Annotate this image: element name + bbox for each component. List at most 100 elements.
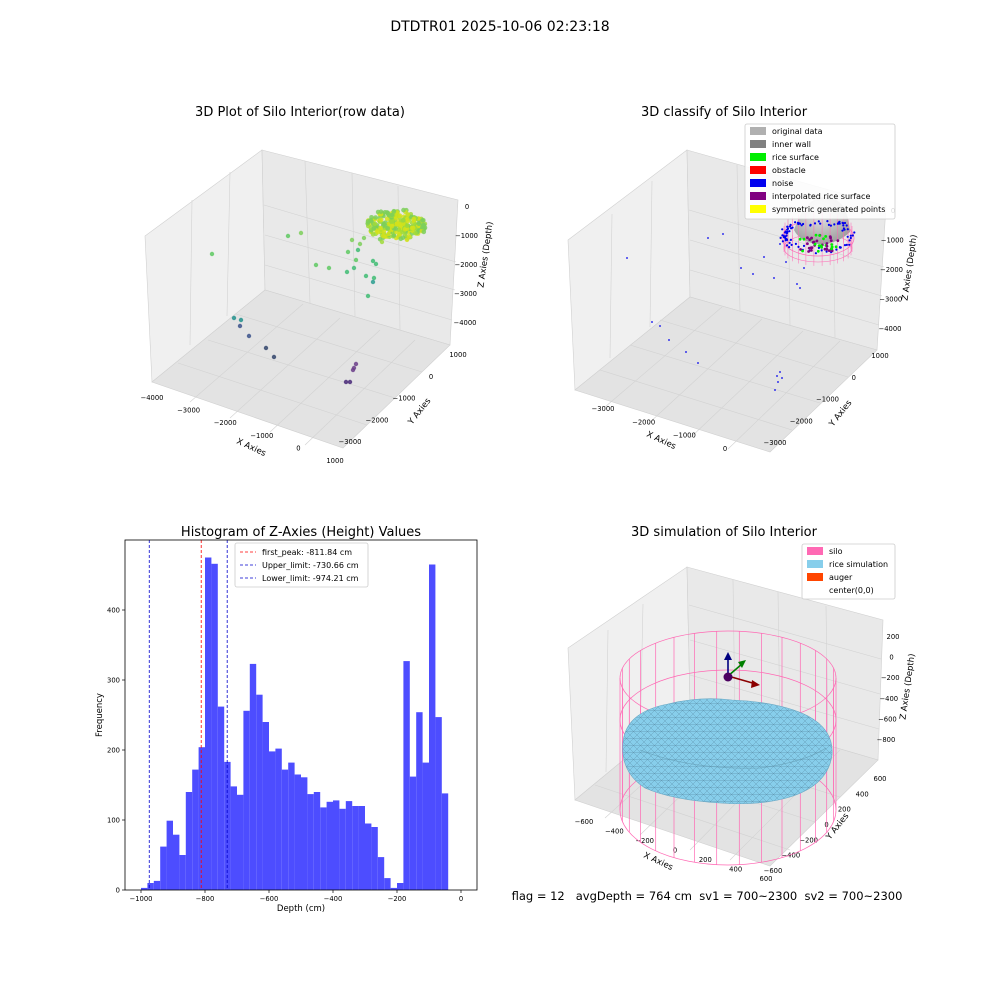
sim-y-tick: 400 — [856, 790, 869, 798]
cls-noise-point — [848, 243, 851, 246]
hist-bar — [352, 806, 359, 890]
cls-surface-point — [810, 246, 814, 250]
cls-noise-point — [827, 223, 831, 226]
raw-point — [349, 237, 355, 243]
cls-y-tick: 1000 — [871, 352, 888, 360]
raw-point — [237, 323, 243, 329]
raw-point — [405, 212, 411, 217]
hist-title: Histogram of Z-Axies (Height) Values — [181, 525, 421, 540]
hist-y-label: Frequency — [95, 693, 105, 737]
cls-noise-point — [845, 243, 848, 246]
hist-legend-label: Lower_limit: -974.21 cm — [262, 574, 359, 583]
raw-z-tick: 0 — [465, 203, 469, 211]
cls-noise-point — [785, 238, 789, 242]
cls-surface-point — [806, 242, 809, 246]
raw-point — [372, 221, 378, 227]
cls-surface-point — [825, 247, 829, 251]
raw-points — [209, 207, 428, 385]
panel-classify-title: 3D classify of Silo Interior — [641, 105, 808, 120]
cls-noise-point — [841, 229, 844, 232]
raw-point — [397, 213, 403, 218]
hist-bar — [416, 712, 423, 890]
cls-noise-point — [797, 245, 800, 248]
cls-legend: original data inner wall rice surface obsta… — [744, 123, 896, 220]
cls-noise-point — [668, 339, 670, 341]
sim-y-tick: −200 — [799, 836, 818, 844]
cls-noise-point — [817, 220, 820, 223]
figure-title: DTDTR01 2025-10-06 02:23:18 — [390, 19, 609, 35]
raw-point — [313, 262, 319, 268]
cls-noise-point — [835, 248, 838, 251]
hist-bar — [281, 769, 289, 890]
cls-noise-point — [788, 246, 791, 249]
hist-bar — [422, 762, 429, 890]
raw-point — [391, 208, 397, 214]
raw-point — [350, 367, 356, 373]
raw-z-tick: −2000 — [455, 261, 478, 269]
raw-point — [391, 233, 397, 238]
hist-bar — [256, 694, 263, 890]
cls-noise-point — [752, 273, 754, 275]
raw-point — [413, 230, 418, 236]
auger-x-arrow — [751, 680, 760, 688]
cls-legend-swatch — [750, 166, 766, 174]
raw-point — [238, 317, 244, 323]
sim-z-tick: 0 — [889, 654, 893, 662]
sim-legend-swatch — [807, 560, 823, 568]
cls-noise-point — [789, 238, 793, 241]
raw-point — [410, 225, 416, 231]
sim-z-label: Z Axies (Depth) — [898, 653, 917, 720]
hist-bar — [339, 808, 346, 890]
cls-noise-point — [809, 223, 812, 226]
hist-bar — [358, 806, 365, 890]
hist-bar — [205, 557, 212, 890]
raw-point — [389, 223, 395, 229]
sim-z-tick: −400 — [879, 695, 898, 703]
hist-bar — [198, 747, 205, 890]
cls-noise-point — [849, 234, 852, 237]
raw-tick-labels: −4000 −3000 −2000 −1000 0 1000 1000 0 −1000 −2000… — [141, 203, 479, 465]
panel-raw-title: 3D Plot of Silo Interior(row data) — [195, 105, 405, 120]
cls-noise-point — [785, 231, 788, 234]
cls-noise-point — [786, 227, 790, 230]
raw-y-tick: −2000 — [366, 416, 389, 424]
cls-surface-point — [815, 239, 819, 243]
cls-noise-point — [685, 351, 687, 353]
cls-noise-point — [626, 257, 628, 259]
cls-noise-point — [826, 220, 829, 223]
cls-noise-point — [802, 222, 805, 226]
cls-surface-point — [810, 236, 813, 240]
raw-point — [353, 361, 359, 367]
hist-legend-label: first_peak: -811.84 cm — [262, 548, 352, 557]
cls-z-tick: −1000 — [881, 237, 904, 245]
sim-z-tick: −200 — [881, 674, 900, 682]
panel-raw-data: 3D Plot of Silo Interior(row data) X Axi… — [141, 105, 496, 465]
cls-noise-point — [773, 277, 775, 279]
cls-surface-point — [798, 237, 802, 241]
cls-legend-box — [744, 123, 896, 220]
cls-noise-point — [843, 228, 846, 231]
hist-bar — [269, 751, 276, 890]
raw-point — [401, 221, 406, 226]
sim-rice-surface — [622, 698, 833, 805]
raw-point — [405, 219, 411, 224]
raw-point — [379, 239, 385, 245]
hist-legend-box — [234, 542, 369, 588]
cls-surface-point — [811, 241, 815, 244]
cls-noise-point — [803, 267, 805, 269]
cls-surface-point — [830, 243, 834, 246]
raw-point — [370, 258, 376, 264]
cls-surface-point — [827, 249, 831, 253]
hist-bar — [377, 857, 385, 890]
hist-y-tick-label: 300 — [107, 677, 120, 685]
cls-noise-point — [829, 224, 833, 227]
cls-surface-point — [807, 250, 810, 253]
hist-bar — [397, 883, 404, 890]
cls-legend-label: inner wall — [772, 140, 811, 149]
cls-noise-point — [841, 221, 844, 224]
raw-point — [361, 235, 367, 241]
hist-bar — [141, 887, 148, 890]
raw-point — [345, 249, 351, 255]
cls-noise-point — [794, 221, 797, 224]
cls-noise-point — [800, 224, 803, 227]
